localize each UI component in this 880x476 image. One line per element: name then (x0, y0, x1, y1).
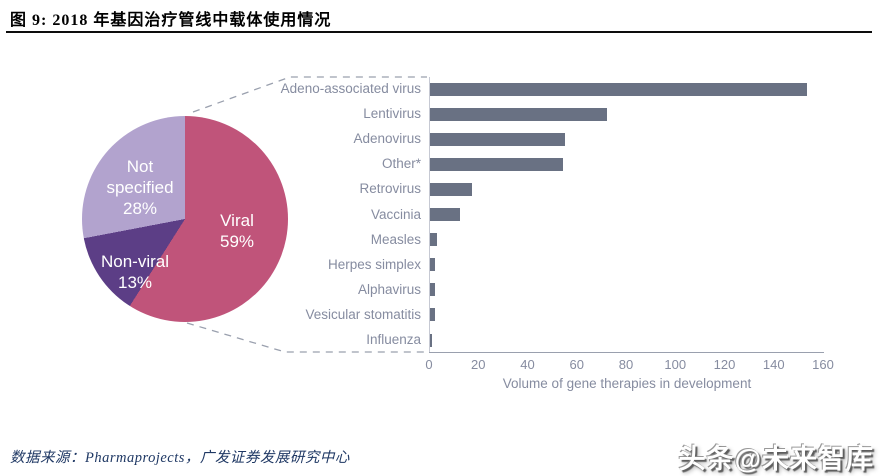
bar (430, 283, 435, 297)
x-tick-label: 80 (618, 357, 634, 372)
pie-slice-value: 59% (219, 232, 255, 251)
x-tick-label: 140 (762, 357, 785, 372)
bar (430, 308, 435, 322)
bar-category-label: Herpes simplex (327, 256, 421, 272)
bar-category-label: Influenza (366, 332, 421, 347)
bar (430, 182, 472, 196)
title-underline (6, 31, 872, 33)
x-tick-label: 20 (471, 357, 486, 372)
bar (430, 208, 460, 221)
bar-category-label: Adenovirus (353, 131, 421, 147)
bar (430, 258, 435, 272)
x-tick-label: 60 (569, 357, 584, 372)
y-axis-line (429, 77, 430, 352)
pie-slice-value: 13% (117, 273, 153, 292)
bar (430, 233, 438, 247)
figure-title: 图 9: 2018 年基因治疗管线中载体使用情况 (10, 12, 332, 29)
bar-category-label: Retrovirus (359, 181, 421, 197)
pie-slice-label: Viral 59% (197, 210, 277, 252)
x-axis-line (429, 352, 824, 353)
x-tick-label: 120 (713, 357, 736, 372)
data-source: 数据来源：Pharmaprojects，广发证券发展研究中心 (10, 450, 350, 466)
bar (430, 157, 563, 171)
x-axis-title: Volume of gene therapies in development (502, 376, 752, 391)
x-tick-label: 160 (812, 357, 834, 372)
pie-slice-value: 28% (122, 199, 158, 218)
bar (430, 333, 433, 347)
pie-slice-label: Not specified 28% (92, 156, 188, 219)
bar-category-label: Alphavirus (357, 281, 421, 297)
x-tick-label: 100 (664, 357, 687, 372)
bar (430, 107, 608, 121)
bar-category-label: Lentivirus (363, 106, 421, 122)
bar-category-label: Vaccinia (370, 206, 421, 222)
pie-slice-label: Non-viral 13% (80, 251, 190, 293)
pie-slice-name: Viral (220, 211, 254, 230)
bar-category-label: Other* (381, 156, 421, 172)
pie-slice-name: Not specified (106, 157, 174, 197)
bar-category-label: Adeno-associated virus (280, 81, 421, 96)
x-tick-label: 40 (520, 357, 535, 372)
bar-category-label: Vesicular stomatitis (305, 306, 421, 322)
pie-chart (82, 116, 288, 322)
x-tick-label: 0 (425, 357, 433, 372)
bar (430, 132, 566, 146)
pie-slice-name: Non-viral (100, 252, 170, 271)
bar (430, 82, 807, 96)
bar-category-label: Measles (370, 231, 421, 247)
watermark: 头条@未来智库 (678, 444, 874, 474)
